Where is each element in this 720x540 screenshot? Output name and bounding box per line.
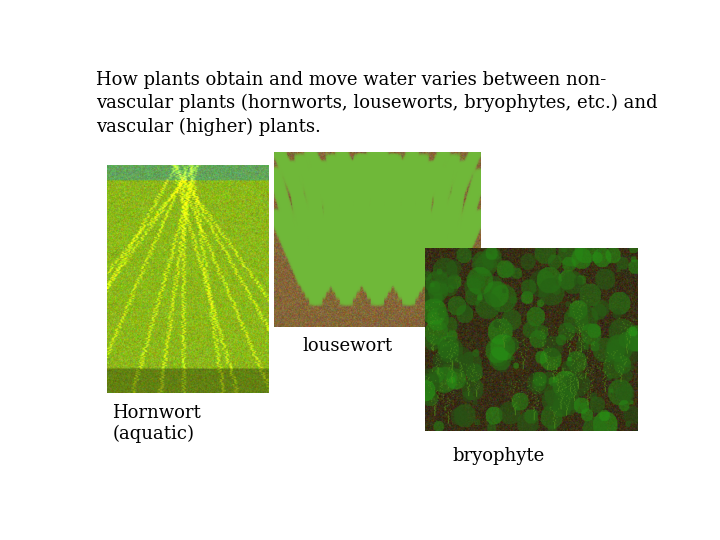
Text: How plants obtain and move water varies between non-
vascular plants (hornworts,: How plants obtain and move water varies … bbox=[96, 71, 657, 136]
Text: bryophyte: bryophyte bbox=[453, 447, 545, 465]
Text: Hornwort
(aquatic): Hornwort (aquatic) bbox=[112, 404, 201, 443]
Text: lousewort: lousewort bbox=[302, 337, 392, 355]
